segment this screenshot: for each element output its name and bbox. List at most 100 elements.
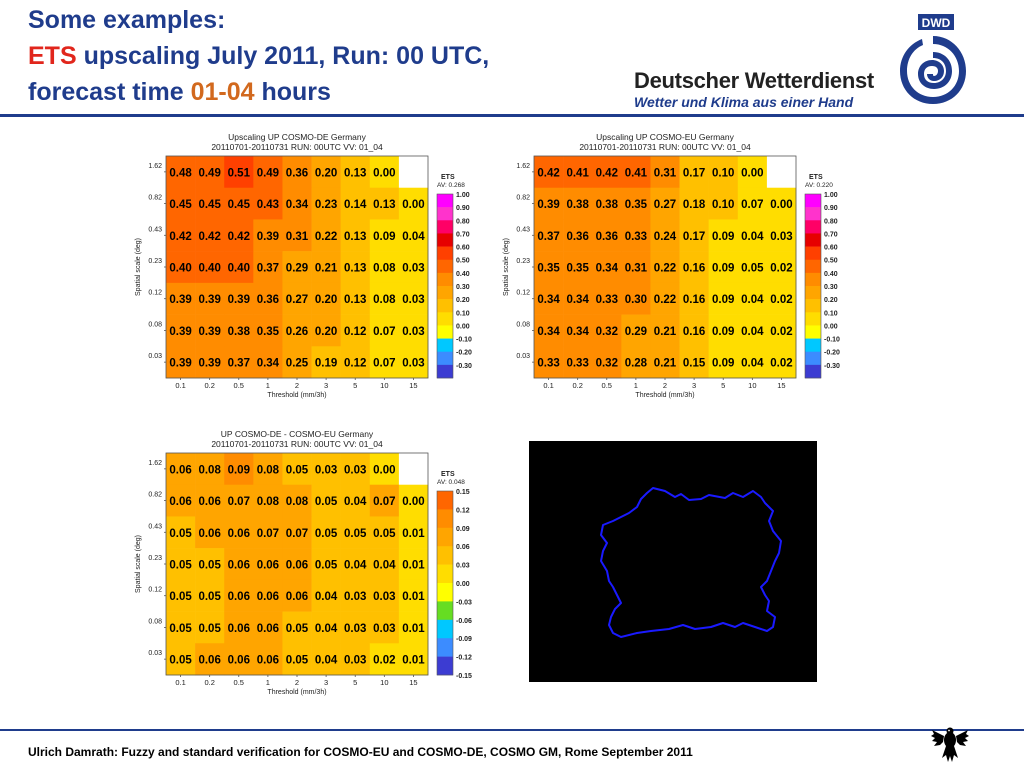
legend-label: 0.50	[456, 258, 470, 265]
legend-swatch	[437, 527, 453, 547]
heatmap-cell	[195, 516, 225, 549]
heatmap-cell	[398, 643, 429, 676]
heatmap-cell	[224, 611, 254, 644]
heatmap-cell	[766, 346, 797, 379]
cell-value-label: 0.09	[712, 294, 734, 306]
heatmap-cell	[311, 346, 341, 379]
legend-label: -0.20	[456, 350, 472, 357]
heatmap-cell	[621, 314, 651, 347]
y-tick-label: 0.08	[516, 321, 530, 328]
heatmap-cell	[166, 314, 196, 347]
cell-value-label: 0.38	[596, 199, 619, 211]
legend-swatch	[437, 509, 453, 529]
cell-value-label: 0.01	[402, 591, 425, 603]
heatmap-cell	[398, 579, 429, 612]
heatmap-cell	[253, 156, 283, 189]
cell-value-label: 0.36	[596, 231, 618, 243]
legend-label: -0.03	[456, 599, 472, 606]
legend-label: -0.30	[456, 363, 472, 370]
x-tick-label: 0.1	[543, 381, 553, 390]
cell-value-label: 0.19	[315, 358, 337, 370]
legend-label: 0.40	[824, 271, 838, 278]
heatmap-cell	[398, 314, 429, 347]
cell-value-label: 0.28	[625, 358, 648, 370]
legend-subtitle: AV: 0.268	[437, 182, 465, 189]
cell-value-label: 0.26	[286, 326, 308, 338]
heatmap-cell	[166, 156, 196, 189]
heatmap-cell	[340, 156, 371, 189]
legend-swatch	[437, 583, 453, 602]
heatmap-cell	[369, 346, 400, 379]
cell-value-label: 0.03	[402, 358, 424, 370]
cell-value-label: 0.04	[315, 591, 338, 603]
heatmap-cell	[650, 187, 680, 220]
y-tick-label: 0.23	[148, 258, 162, 265]
cell-value-label: 0.06	[228, 623, 250, 635]
legend-swatch	[437, 194, 453, 208]
heatmap-cell	[166, 453, 196, 486]
legend-swatch	[437, 272, 453, 287]
cell-value-label: 0.05	[741, 263, 764, 275]
heatmap-cell	[224, 282, 254, 315]
cell-value-label: 0.35	[257, 326, 280, 338]
chart-title-line-2: 20110701-20110731 RUN: 00UTC VV: 01_04	[211, 439, 383, 449]
cell-value-label: 0.34	[286, 199, 309, 211]
x-tick-label: 0.1	[175, 381, 185, 390]
legend-label: 0.50	[824, 258, 838, 265]
cell-value-label: 0.05	[198, 623, 221, 635]
legend-label: 0.40	[456, 271, 470, 278]
heatmap-cell	[166, 548, 196, 581]
legend-label: 0.60	[824, 245, 838, 252]
legend-label: 0.12	[456, 507, 470, 514]
heatmap-cell	[253, 453, 283, 486]
legend-swatch	[437, 491, 453, 510]
legend-swatch	[437, 656, 453, 676]
heatmap-cell	[224, 187, 254, 220]
cell-value-label: 0.06	[257, 591, 279, 603]
title-line-3c: hours	[254, 78, 331, 106]
heatmap-cell	[708, 314, 739, 347]
dwd-logo: Deutscher Wetterdienst Wetter und Klima …	[630, 14, 970, 114]
cell-value-label: 0.32	[596, 326, 618, 338]
legend-label: -0.06	[456, 618, 472, 625]
cell-value-label: 0.09	[712, 358, 734, 370]
heatmap-cell	[224, 579, 254, 612]
cell-value-label: 0.20	[315, 294, 337, 306]
heatmap-cell	[369, 156, 400, 189]
heatmap-cell	[311, 187, 341, 220]
cell-value-label: 0.06	[198, 655, 220, 667]
y-tick-label: 0.12	[516, 290, 530, 297]
heatmap-panel-cosmo-eu: Upscaling UP COSMO-EU Germany 20110701-20…	[498, 130, 858, 405]
heatmap-cell	[282, 251, 312, 284]
cell-value-label: 0.29	[625, 326, 647, 338]
cell-value-label: 0.05	[286, 655, 309, 667]
heatmap-cell	[195, 187, 225, 220]
cell-value-label: 0.22	[654, 263, 676, 275]
cell-value-label: 0.31	[625, 263, 648, 275]
y-tick-label: 0.23	[516, 258, 530, 265]
heatmap-cell	[708, 156, 739, 189]
cell-value-label: 0.34	[566, 294, 589, 306]
legend-label: -0.30	[824, 363, 840, 370]
heatmap-cell	[311, 453, 341, 486]
legend-label: 1.00	[824, 192, 838, 199]
x-tick-label: 1	[266, 678, 270, 687]
cell-value-label: 0.05	[169, 655, 192, 667]
cell-value-label: 0.02	[373, 655, 395, 667]
legend-swatch	[805, 194, 821, 208]
header-divider	[0, 114, 1024, 117]
heatmap-cell	[340, 314, 371, 347]
heatmap-cell	[679, 156, 709, 189]
cell-value-label: 0.32	[596, 358, 618, 370]
y-tick-label: 0.43	[148, 226, 162, 233]
cell-value-label: 0.06	[286, 560, 308, 572]
heatmap-cell	[650, 314, 680, 347]
heatmap-cell	[195, 611, 225, 644]
cell-value-label: 0.08	[286, 496, 309, 508]
heatmap-cell	[766, 251, 797, 284]
heatmap-cell	[398, 453, 429, 486]
heatmap-cell	[737, 251, 768, 284]
chart-title-line-1: Upscaling UP COSMO-EU Germany	[596, 132, 735, 142]
legend-swatch	[437, 638, 453, 657]
legend-label: 0.60	[456, 245, 470, 252]
